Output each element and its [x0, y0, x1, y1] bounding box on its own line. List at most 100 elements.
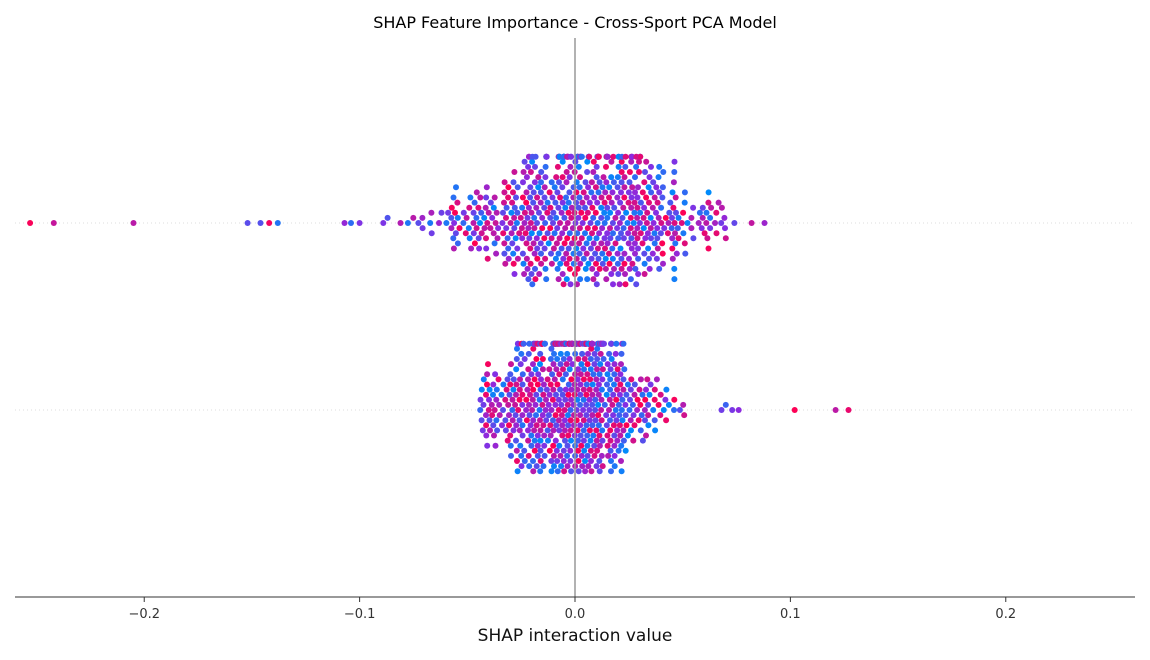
shap-point — [576, 184, 583, 191]
shap-point — [618, 158, 625, 165]
shap-point — [514, 255, 521, 262]
shap-point — [589, 381, 596, 388]
shap-point — [513, 366, 520, 373]
shap-point — [650, 407, 657, 413]
shap-point — [552, 437, 559, 444]
shap-point — [566, 366, 573, 373]
shap-point — [568, 386, 575, 393]
shap-point — [648, 189, 655, 196]
shap-point — [599, 225, 606, 232]
shap-point — [562, 396, 569, 403]
shap-point — [582, 265, 589, 272]
shap-point — [620, 204, 627, 211]
shap-point — [341, 220, 348, 226]
shap-point — [510, 386, 517, 393]
shap-point — [517, 214, 524, 221]
shap-point — [527, 194, 534, 201]
shap-point — [627, 214, 634, 221]
shap-point — [567, 417, 574, 424]
shap-point — [520, 340, 527, 347]
shap-point — [384, 214, 391, 221]
shap-point — [620, 427, 627, 434]
shap-point — [584, 209, 591, 216]
shap-point — [620, 376, 627, 383]
shap-point — [612, 240, 619, 247]
shap-point — [660, 169, 667, 175]
shap-point — [348, 220, 354, 226]
shap-point — [559, 422, 566, 429]
shap-point — [592, 184, 599, 191]
shap-point — [601, 401, 608, 408]
shap-point — [688, 225, 695, 232]
shap-point — [602, 189, 609, 196]
shap-point — [603, 179, 610, 186]
shap-point — [618, 265, 625, 272]
shap-point — [485, 209, 492, 216]
shap-point — [545, 437, 551, 444]
shap-point — [609, 255, 616, 262]
shap-point — [622, 447, 629, 454]
shap-point — [531, 376, 538, 383]
shap-point — [527, 381, 534, 388]
shap-point — [502, 260, 509, 267]
shap-point — [660, 260, 666, 267]
shap-point — [604, 361, 611, 368]
shap-point — [519, 391, 526, 398]
shap-point — [567, 407, 574, 413]
shap-point — [568, 396, 574, 403]
shap-point — [630, 412, 637, 419]
shap-point — [510, 260, 517, 267]
shap-point — [565, 391, 572, 398]
shap-point — [529, 407, 536, 413]
shap-point — [642, 235, 649, 242]
shap-point — [537, 386, 544, 393]
shap-point — [491, 432, 497, 439]
shap-point — [473, 225, 480, 232]
shap-point — [578, 361, 585, 368]
shap-point — [512, 412, 519, 419]
shap-point — [626, 265, 633, 272]
shap-point — [636, 158, 642, 165]
shap-point — [718, 220, 725, 226]
shap-point — [604, 371, 611, 378]
shap-point — [454, 240, 461, 247]
shap-point — [513, 381, 520, 388]
shap-point — [606, 396, 613, 403]
shap-point — [521, 458, 528, 464]
shap-point — [587, 437, 594, 444]
shap-point — [504, 376, 511, 383]
shap-point — [606, 350, 613, 357]
shap-point — [480, 376, 487, 383]
shap-point — [468, 245, 475, 252]
shap-point — [542, 407, 549, 413]
shap-point — [575, 437, 581, 444]
shap-point — [512, 235, 519, 242]
chart-title: SHAP Feature Importance - Cross-Sport PC… — [373, 13, 777, 32]
shap-point — [604, 230, 611, 237]
shap-point — [559, 432, 566, 439]
shap-point — [634, 396, 641, 403]
shap-point — [577, 371, 584, 378]
shap-point — [643, 386, 649, 393]
shap-point — [513, 194, 519, 201]
shap-point — [675, 214, 682, 221]
shap-point — [632, 250, 638, 257]
shap-point — [454, 214, 461, 221]
shap-point — [419, 225, 426, 232]
shap-point — [590, 240, 597, 247]
shap-point — [587, 447, 594, 454]
shap-point — [587, 220, 594, 226]
shap-point — [604, 442, 611, 449]
shap-point — [624, 220, 631, 226]
shap-point — [673, 209, 679, 216]
shap-point — [671, 276, 678, 283]
shap-point — [652, 427, 659, 434]
shap-point — [654, 225, 661, 232]
shap-point — [553, 447, 560, 454]
shap-point — [591, 361, 598, 368]
shap-point — [502, 396, 509, 403]
shap-point — [574, 265, 581, 272]
shap-point — [627, 225, 634, 232]
shap-point — [586, 427, 593, 434]
shap-point — [668, 225, 675, 232]
